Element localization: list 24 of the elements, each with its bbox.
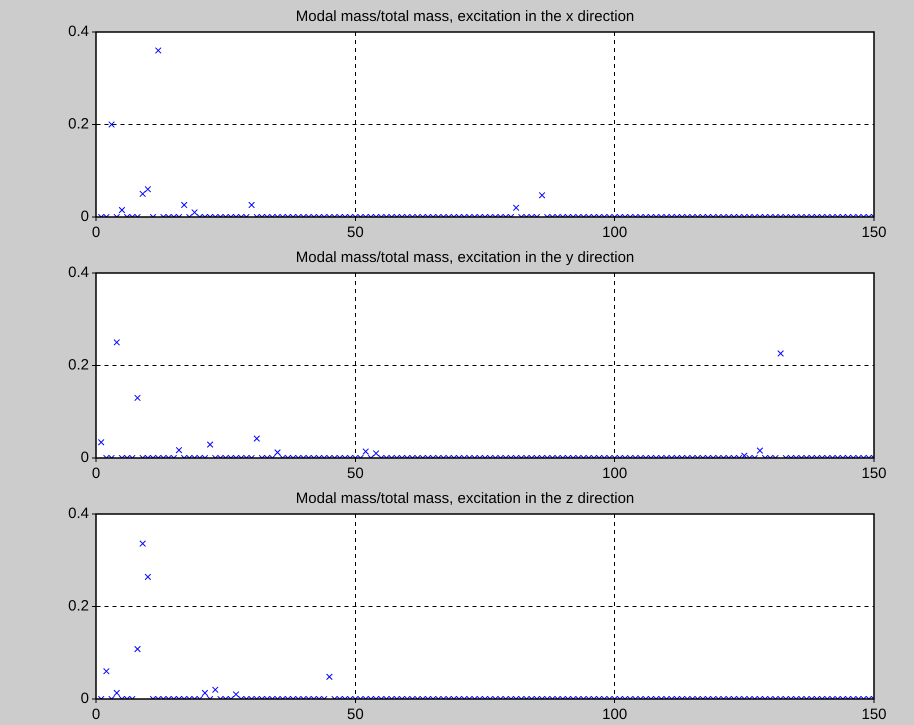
- chart-title: Modal mass/total mass, excitation in the x direction: [296, 8, 634, 26]
- x-tick-label: 50: [346, 465, 364, 482]
- x-tick-label: 0: [92, 706, 100, 724]
- x-tick-label: 150: [861, 465, 887, 482]
- y-tick-label: 0.4: [68, 23, 89, 40]
- y-tick-label: 0: [80, 449, 89, 466]
- y-tick-label: 0: [80, 208, 89, 226]
- chart-title: Modal mass/total mass, excitation in the y direction: [296, 249, 634, 266]
- chart-title: Modal mass/total mass, excitation in the z direction: [296, 490, 634, 508]
- y-tick-label: 0.2: [68, 598, 89, 615]
- x-tick-label: 0: [92, 224, 100, 242]
- y-tick-label: 0.2: [68, 356, 89, 374]
- x-tick-label: 100: [602, 706, 628, 724]
- y-tick-label: 0.4: [68, 505, 89, 522]
- y-tick-label: 0.2: [68, 116, 89, 133]
- x-tick-label: 150: [861, 706, 887, 724]
- y-tick-label: 0.4: [68, 264, 89, 282]
- y-tick-label: 0: [80, 690, 89, 708]
- x-tick-label: 100: [602, 465, 628, 482]
- x-tick-label: 100: [602, 224, 628, 242]
- x-tick-label: 150: [861, 224, 887, 242]
- x-tick-label: 0: [92, 465, 100, 482]
- x-tick-label: 50: [346, 224, 364, 242]
- x-tick-label: 50: [346, 706, 364, 724]
